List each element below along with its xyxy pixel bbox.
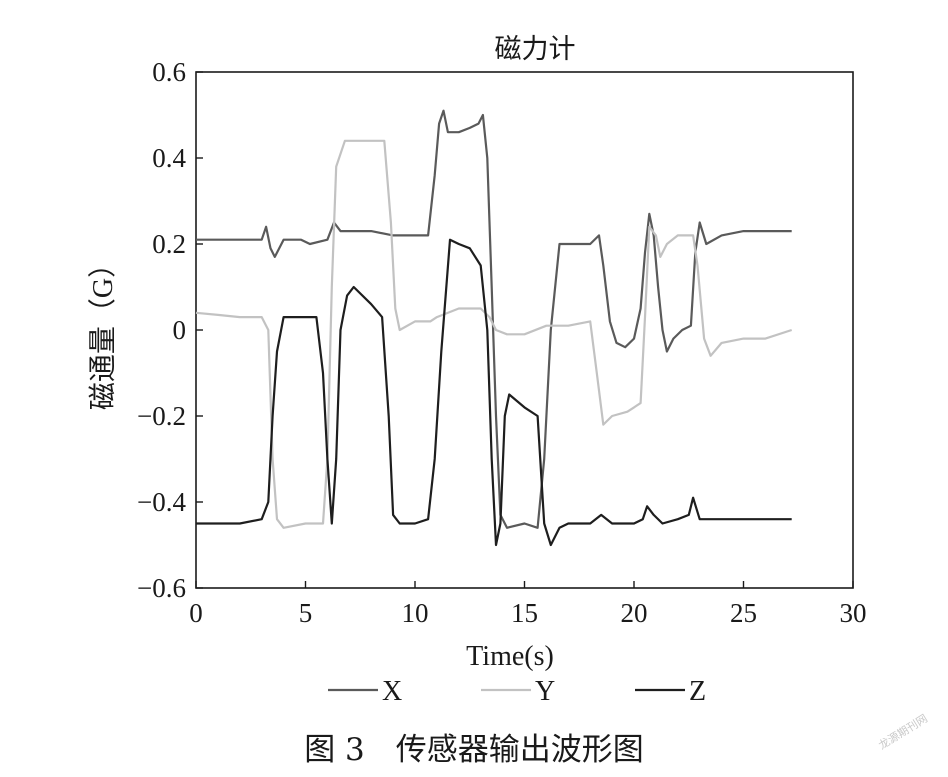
y-tick-label: 0.4	[152, 143, 186, 173]
y-tick-label: 0.6	[152, 57, 186, 87]
x-tick-label: 25	[730, 598, 757, 628]
plot-frame	[195, 71, 854, 589]
x-axis-label: Time(s)	[466, 641, 554, 672]
y-axis-label: 磁通量（G）	[87, 250, 119, 410]
x-tick-label: 30	[840, 598, 867, 628]
legend-label-z: Z	[689, 676, 706, 707]
legend-label-y: Y	[535, 676, 555, 707]
y-axis-ticks: 0.6 0.4 0.2 0 −0.2 −0.4 −0.6	[137, 57, 203, 603]
y-tick-label: −0.4	[137, 487, 186, 517]
chart-title: 磁力计	[495, 34, 576, 65]
x-tick-label: 20	[621, 598, 648, 628]
plot-axes	[195, 71, 854, 589]
series-line-y	[195, 139, 793, 529]
figure-caption: 图 3 传感器输出波形图	[304, 732, 644, 768]
y-tick-label: −0.2	[137, 401, 186, 431]
series-lines	[195, 109, 793, 547]
watermark: 龙源期刊网	[876, 711, 930, 752]
series-line-z	[196, 238, 792, 547]
x-tick-label: 0	[189, 598, 203, 628]
x-tick-label: 5	[299, 598, 313, 628]
x-axis-ticks: 0 5 10 15 20 25 30	[189, 581, 867, 628]
series-line-x	[196, 109, 792, 529]
x-tick-label: 10	[402, 598, 429, 628]
legend: X Y Z	[328, 676, 706, 707]
y-tick-label: 0.2	[152, 229, 186, 259]
y-tick-label: 0	[173, 315, 187, 345]
legend-label-x: X	[382, 676, 402, 707]
x-tick-label: 15	[511, 598, 538, 628]
y-tick-label: −0.6	[137, 573, 186, 603]
